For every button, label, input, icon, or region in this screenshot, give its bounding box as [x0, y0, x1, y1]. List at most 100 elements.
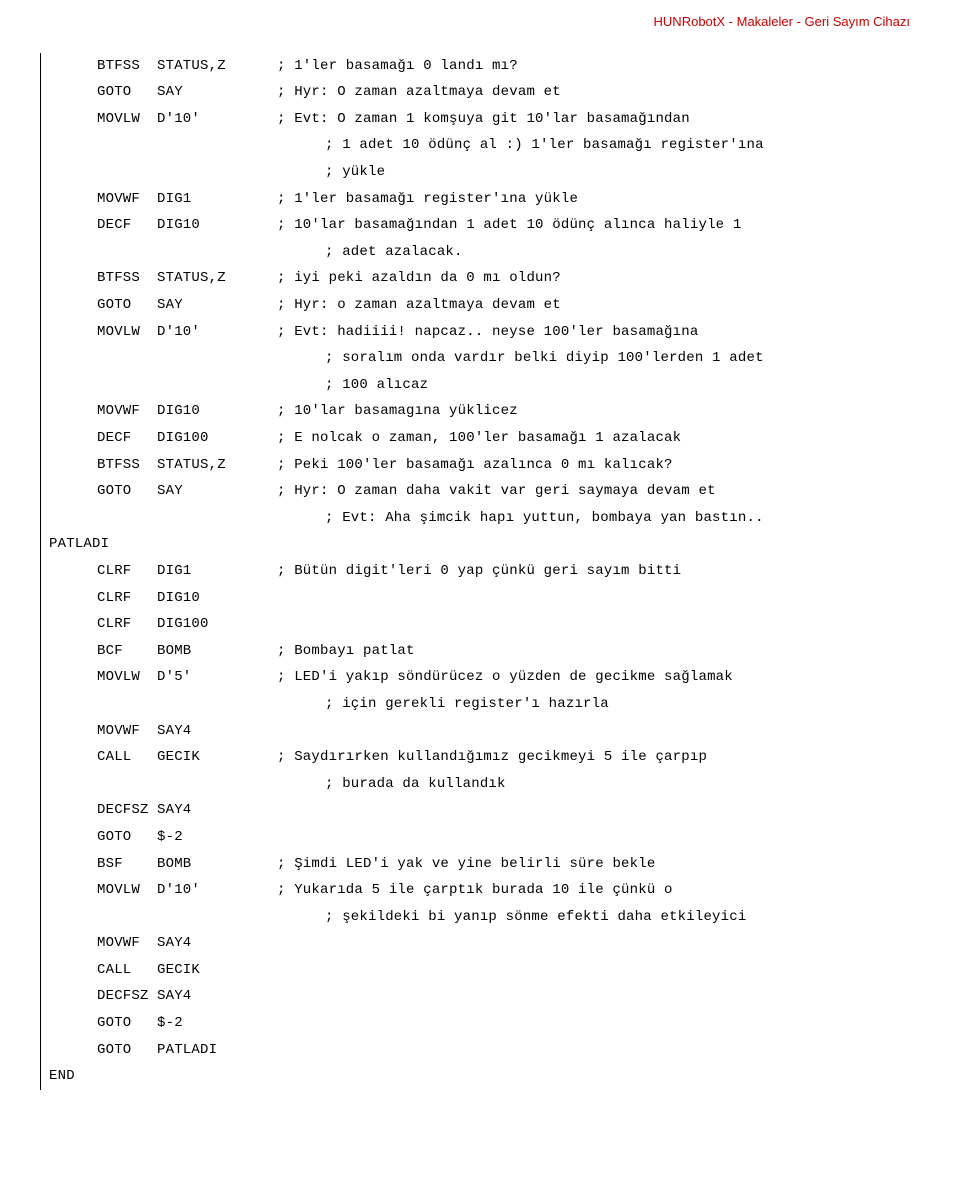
comment-text: ; Saydırırken kullandığımız gecikmeyi 5 … [277, 749, 707, 765]
code-line: MOVLWD'5'; LED'i yakıp söndürücez o yüzd… [49, 664, 920, 691]
operand: SAY [157, 478, 277, 505]
operand: D'5' [157, 664, 277, 691]
comment-text: ; 10'lar basamağından 1 adet 10 ödünç al… [277, 217, 741, 233]
operand: STATUS,Z [157, 452, 277, 479]
operand: BOMB [157, 851, 277, 878]
code-line: MOVWFDIG1; 1'ler basamağı register'ına y… [49, 186, 920, 213]
opcode: BTFSS [97, 53, 157, 80]
code-comment-line: ; 1 adet 10 ödünç al :) 1'ler basamağı r… [49, 132, 920, 159]
opcode: BCF [97, 638, 157, 665]
code-comment-line: ; soralım onda vardır belki diyip 100'le… [49, 345, 920, 372]
operand: SAY [157, 292, 277, 319]
code-comment-line: ; için gerekli register'ı hazırla [49, 691, 920, 718]
operand: DIG10 [157, 398, 277, 425]
label-text: PATLADI [49, 536, 109, 552]
opcode: BSF [97, 851, 157, 878]
comment-text: ; 1'ler basamağı 0 landı mı? [277, 58, 518, 74]
code-comment-line: ; şekildeki bi yanıp sönme efekti daha e… [49, 904, 920, 931]
code-comment-line: ; burada da kullandık [49, 771, 920, 798]
operand: SAY [157, 79, 277, 106]
opcode: GOTO [97, 1010, 157, 1037]
opcode: GOTO [97, 79, 157, 106]
comment-text: ; 1'ler basamağı register'ına yükle [277, 191, 578, 207]
code-line: BTFSSSTATUS,Z; Peki 100'ler basamağı aza… [49, 452, 920, 479]
operand: DIG1 [157, 186, 277, 213]
opcode: BTFSS [97, 452, 157, 479]
opcode: CALL [97, 744, 157, 771]
opcode: MOVLW [97, 664, 157, 691]
comment-text: ; Peki 100'ler basamağı azalınca 0 mı ka… [277, 457, 673, 473]
comment-text: ; Şimdi LED'i yak ve yine belirli süre b… [277, 856, 655, 872]
opcode: CLRF [97, 558, 157, 585]
code-line: DECFDIG100; E nolcak o zaman, 100'ler ba… [49, 425, 920, 452]
operand: $-2 [157, 1010, 277, 1037]
operand: SAY4 [157, 983, 337, 1010]
code-line: GOTOSAY; Hyr: O zaman daha vakit var ger… [49, 478, 920, 505]
assembly-code-block: BTFSSSTATUS,Z; 1'ler basamağı 0 landı mı… [40, 53, 920, 1090]
code-comment-line: ; adet azalacak. [49, 239, 920, 266]
opcode: CALL [97, 957, 157, 984]
operand: DIG10 [157, 212, 277, 239]
code-line: MOVLWD'10'; Evt: hadiiii! napcaz.. neyse… [49, 319, 920, 346]
code-line: CLRFDIG10 [49, 585, 920, 612]
operand: $-2 [157, 824, 277, 851]
operand: PATLADI [157, 1037, 277, 1064]
operand: D'10' [157, 877, 277, 904]
code-line: CLRFDIG1; Bütün digit'leri 0 yap çünkü g… [49, 558, 920, 585]
comment-text: ; Bütün digit'leri 0 yap çünkü geri sayı… [277, 563, 681, 579]
code-line: CLRFDIG100 [49, 611, 920, 638]
code-line: BTFSSSTATUS,Z; 1'ler basamağı 0 landı mı… [49, 53, 920, 80]
opcode: GOTO [97, 1037, 157, 1064]
code-line: BCFBOMB; Bombayı patlat [49, 638, 920, 665]
comment-text: ; LED'i yakıp söndürücez o yüzden de gec… [277, 669, 733, 685]
operand: GECIK [157, 957, 277, 984]
comment-text: ; iyi peki azaldın da 0 mı oldun? [277, 270, 561, 286]
code-line: MOVLWD'10'; Yukarıda 5 ile çarptık burad… [49, 877, 920, 904]
operand: BOMB [157, 638, 277, 665]
code-line: MOVWFSAY4 [49, 718, 920, 745]
opcode: MOVWF [97, 718, 157, 745]
comment-text: ; E nolcak o zaman, 100'ler basamağı 1 a… [277, 430, 681, 446]
opcode: GOTO [97, 824, 157, 851]
opcode: BTFSS [97, 265, 157, 292]
comment-text: ; 10'lar basamagına yüklicez [277, 403, 518, 419]
code-line: CALLGECIK; Saydırırken kullandığımız gec… [49, 744, 920, 771]
code-line: CALLGECIK [49, 957, 920, 984]
code-comment-line: ; Evt: Aha şimcik hapı yuttun, bombaya y… [49, 505, 920, 532]
opcode: MOVWF [97, 930, 157, 957]
comment-text: ; burada da kullandık [97, 776, 506, 792]
code-line: DECFSZSAY4 [49, 983, 920, 1010]
opcode: MOVWF [97, 398, 157, 425]
operand: STATUS,Z [157, 53, 277, 80]
operand: DIG100 [157, 611, 277, 638]
comment-text: ; Bombayı patlat [277, 643, 415, 659]
code-line: GOTO$-2 [49, 1010, 920, 1037]
code-line: BTFSSSTATUS,Z; iyi peki azaldın da 0 mı … [49, 265, 920, 292]
opcode: GOTO [97, 292, 157, 319]
comment-text: ; Hyr: o zaman azaltmaya devam et [277, 297, 561, 313]
code-line: GOTOSAY; Hyr: o zaman azaltmaya devam et [49, 292, 920, 319]
page-header: HUNRobotX - Makaleler - Geri Sayım Cihaz… [40, 10, 920, 35]
opcode: MOVLW [97, 319, 157, 346]
code-line: BSFBOMB; Şimdi LED'i yak ve yine belirli… [49, 851, 920, 878]
opcode: CLRF [97, 585, 157, 612]
label-text: END [49, 1068, 75, 1084]
comment-text: ; 100 alıcaz [97, 377, 428, 393]
comment-text: ; adet azalacak. [97, 244, 463, 260]
code-comment-line: ; yükle [49, 159, 920, 186]
comment-text: ; için gerekli register'ı hazırla [97, 696, 609, 712]
code-label: PATLADI [49, 531, 920, 558]
opcode: CLRF [97, 611, 157, 638]
operand: D'10' [157, 319, 277, 346]
opcode: DECFSZ [97, 983, 157, 1010]
comment-text: ; Evt: Aha şimcik hapı yuttun, bombaya y… [97, 510, 764, 526]
operand: D'10' [157, 106, 277, 133]
code-line: GOTOSAY; Hyr: O zaman azaltmaya devam et [49, 79, 920, 106]
opcode: DECFSZ [97, 797, 157, 824]
opcode: MOVLW [97, 106, 157, 133]
code-label: END [49, 1063, 920, 1090]
operand: STATUS,Z [157, 265, 277, 292]
operand: SAY4 [157, 718, 277, 745]
comment-text: ; yükle [97, 164, 385, 180]
code-line: DECFDIG10; 10'lar basamağından 1 adet 10… [49, 212, 920, 239]
